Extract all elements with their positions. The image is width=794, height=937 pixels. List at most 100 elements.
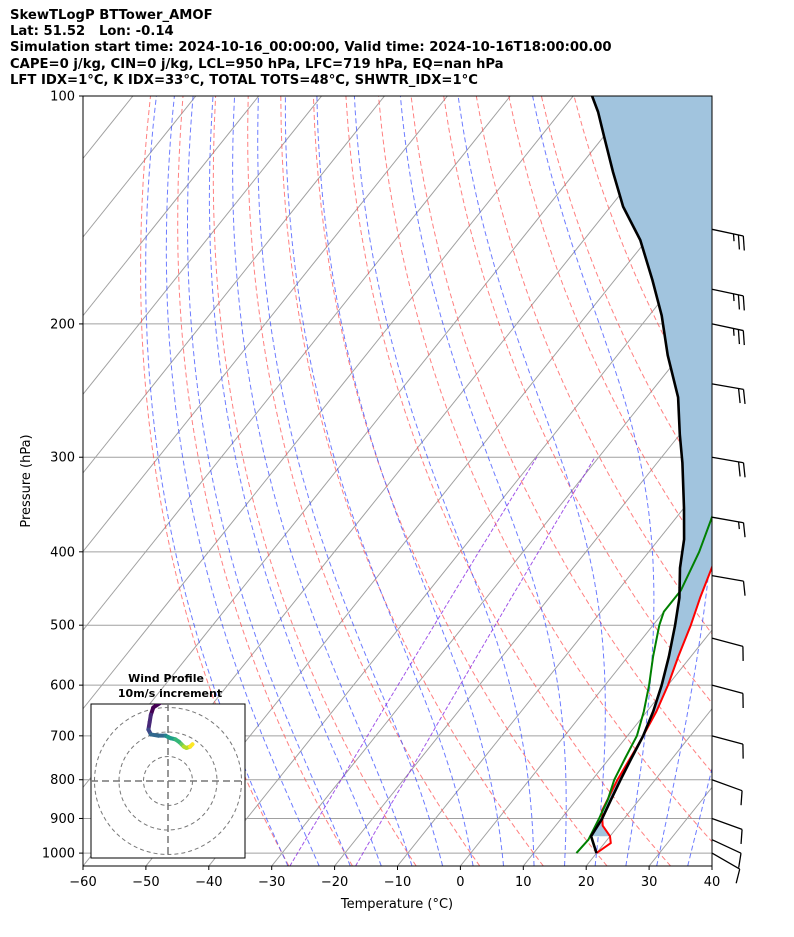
wind-barb <box>711 852 741 884</box>
dry-adiabat <box>443 96 712 704</box>
y-tick-label: 900 <box>50 812 75 827</box>
wind-barb <box>711 839 742 868</box>
x-tick-label: −30 <box>258 875 285 890</box>
y-tick-label: 300 <box>50 451 75 466</box>
barb-flag <box>737 388 741 404</box>
barb-staff <box>711 323 744 332</box>
dry-adiabat <box>703 96 712 118</box>
barb-flag <box>742 389 746 404</box>
isotherm-line <box>83 96 197 238</box>
barb-half-flag <box>732 233 735 242</box>
wind-barb <box>711 735 744 759</box>
barb-staff <box>711 574 744 582</box>
isotherm-line <box>83 96 511 631</box>
wind-barb <box>711 817 743 844</box>
barb-staff <box>711 684 744 695</box>
inset-title-line2: 10m/s increment <box>118 687 222 700</box>
y-tick-label: 800 <box>50 773 75 788</box>
x-tick-label: −40 <box>195 875 222 890</box>
grid-layer <box>83 96 794 866</box>
data-layer <box>575 96 712 854</box>
dry-adiabat <box>410 96 712 774</box>
barb-flag <box>740 790 743 806</box>
wind-barb <box>711 323 745 346</box>
x-tick-label: 0 <box>456 875 464 890</box>
wind-barb <box>711 574 746 596</box>
isotherm-line <box>83 96 260 317</box>
y-axis-label: Pressure (hPa) <box>19 434 34 527</box>
y-tick-label: 1000 <box>42 847 75 862</box>
barb-half-flag <box>737 521 740 530</box>
isotherm-line <box>711 865 712 866</box>
isotherm-line <box>397 472 712 866</box>
barb-flag <box>735 868 741 884</box>
moist-adiabat <box>399 96 567 866</box>
barb-staff <box>711 735 744 745</box>
dry-adiabat <box>508 96 712 566</box>
y-tick-label: 700 <box>50 729 75 744</box>
x-tick-label: −60 <box>69 875 96 890</box>
x-tick-label: 40 <box>704 875 721 890</box>
moist-adiabat <box>284 96 474 866</box>
barb-flag <box>742 462 746 478</box>
wind-barb <box>711 637 744 661</box>
dry-adiabat <box>378 96 712 843</box>
barb-staff <box>711 383 744 391</box>
moist-adiabat <box>316 96 504 866</box>
isotherm-line <box>271 314 712 866</box>
moist-adiabat <box>232 96 413 866</box>
dry-adiabat <box>247 96 481 866</box>
x-tick-label: −10 <box>384 875 411 890</box>
parcel-profile <box>589 96 686 854</box>
wind-barb <box>711 779 743 806</box>
x-tick-label: 10 <box>515 875 532 890</box>
moist-adiabat <box>165 96 320 866</box>
wind-barb <box>711 456 746 478</box>
mixing-ratio-line <box>355 456 596 866</box>
moist-adiabat <box>145 96 289 866</box>
barb-staff <box>711 779 743 792</box>
x-axis-label: Temperature (°C) <box>340 897 453 912</box>
barb-flag <box>742 581 746 596</box>
barb-flag <box>737 234 741 250</box>
y-tick-label: 200 <box>50 317 75 332</box>
moist-adiabat <box>532 96 655 866</box>
barb-flag <box>737 294 741 310</box>
barb-half-flag <box>732 293 735 302</box>
dry-adiabat <box>312 96 608 866</box>
isotherm-line <box>522 629 712 866</box>
wind-barb <box>711 516 746 538</box>
dry-adiabat <box>345 96 671 866</box>
inset-title-line1: Wind Profile <box>128 672 204 685</box>
dry-adiabat <box>280 96 544 866</box>
dry-adiabat <box>212 96 417 866</box>
dry-adiabat <box>770 96 794 866</box>
isotherm-line <box>83 96 448 553</box>
wind-barbs <box>711 228 746 884</box>
wind-barb <box>711 228 745 251</box>
hodograph-inset: Wind Profile 10m/s increment <box>90 672 246 859</box>
cape-line: CAPE=0 j/kg, CIN=0 j/kg, LCL=950 hPa, LF… <box>10 56 504 72</box>
barb-flag <box>738 853 742 868</box>
time-line: Simulation start time: 2024-10-16_00:00:… <box>10 40 612 56</box>
isotherm-line <box>334 393 712 866</box>
barb-half-flag <box>732 328 735 336</box>
x-tick-label: −50 <box>132 875 159 890</box>
y-tick-label: 100 <box>50 90 75 105</box>
dewpoint-profile <box>575 514 712 854</box>
barb-flag <box>737 461 741 477</box>
barb-flag <box>742 330 745 346</box>
y-tick-label: 400 <box>50 545 75 560</box>
x-tick-label: −20 <box>321 875 348 890</box>
isotherm-line <box>775 96 794 866</box>
dry-adiabat <box>737 96 794 866</box>
chart-header: SkewTLogP BTTower_AMOF Lat: 51.52 Lon: -… <box>10 8 612 89</box>
barb-staff <box>711 839 742 854</box>
dry-adiabat <box>177 96 353 866</box>
location-line: Lat: 51.52 Lon: -0.14 <box>10 24 174 40</box>
moist-adiabat <box>257 96 444 866</box>
barb-staff <box>711 456 744 464</box>
isotherm-line <box>585 707 712 866</box>
